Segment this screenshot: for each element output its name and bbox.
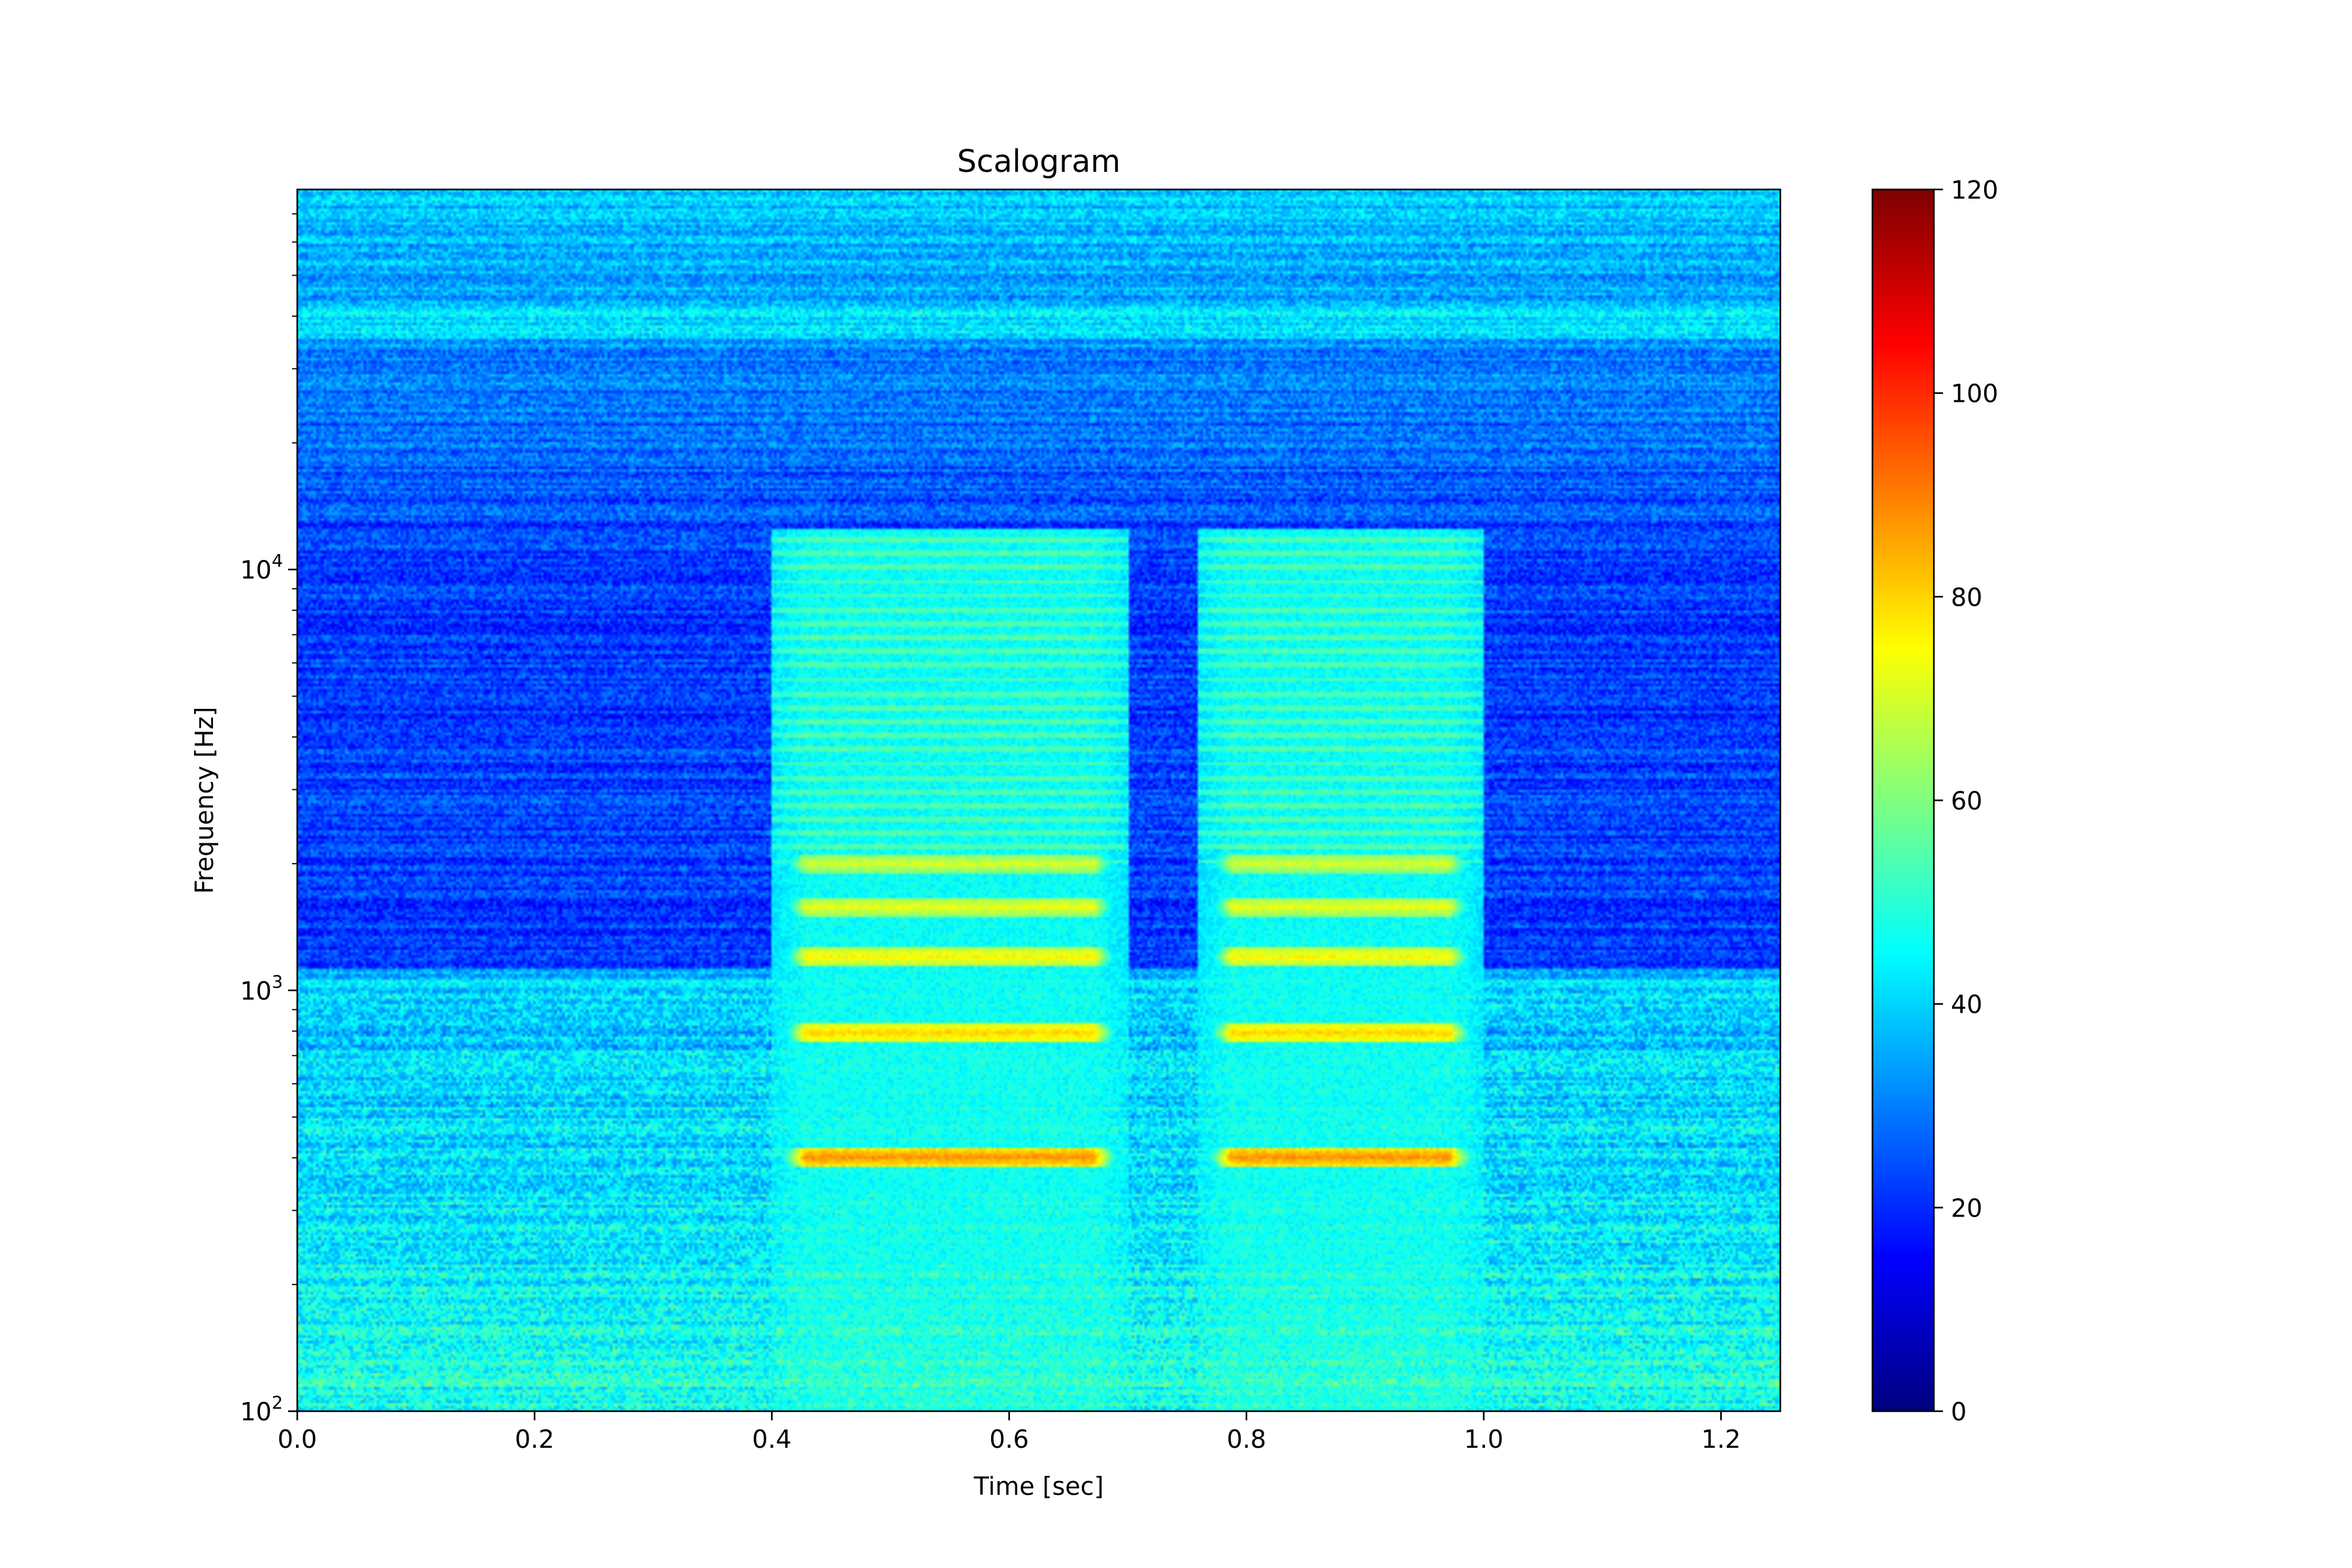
x-axis-label: Time [sec] <box>973 1472 1104 1501</box>
x-tick-label: 1.2 <box>1701 1425 1740 1454</box>
x-axis: 0.0 0.2 0.4 0.6 0.8 1.0 1.2 <box>278 1411 1740 1454</box>
x-tick-label: 0.4 <box>752 1425 791 1454</box>
y-tick-label: 102 <box>240 1393 283 1426</box>
x-tick-label: 0.2 <box>515 1425 554 1454</box>
colorbar-axis: 0 20 40 60 80 100 120 <box>1934 176 1999 1426</box>
y-tick-label: 104 <box>240 551 283 585</box>
colorbar-tick-label: 120 <box>1951 176 1999 204</box>
scalogram-heatmap <box>297 189 1780 1411</box>
plot-frame <box>296 188 1782 1413</box>
colorbar-gradient <box>1872 189 1934 1411</box>
colorbar-tick-label: 60 <box>1951 787 1982 815</box>
x-tick-label: 0.0 <box>278 1425 317 1454</box>
y-axis: 102 103 104 <box>240 213 297 1426</box>
x-tick-label: 1.0 <box>1464 1425 1503 1454</box>
x-tick-label: 0.8 <box>1227 1425 1266 1454</box>
colorbar-tick-label: 40 <box>1951 990 1982 1019</box>
plot-area <box>296 188 1782 1413</box>
colorbar-tick-label: 80 <box>1951 583 1982 612</box>
colorbar-tick-label: 0 <box>1951 1397 1967 1426</box>
colorbar-tick-label: 100 <box>1951 380 1999 408</box>
colorbar: 0 20 40 60 80 100 120 <box>1871 176 1999 1426</box>
y-axis-label: Frequency [Hz] <box>190 707 219 894</box>
y-tick-label: 103 <box>240 972 283 1005</box>
colorbar-tick-label: 20 <box>1951 1194 1982 1222</box>
chart-title: Scalogram <box>957 144 1120 180</box>
x-tick-label: 0.6 <box>989 1425 1028 1454</box>
